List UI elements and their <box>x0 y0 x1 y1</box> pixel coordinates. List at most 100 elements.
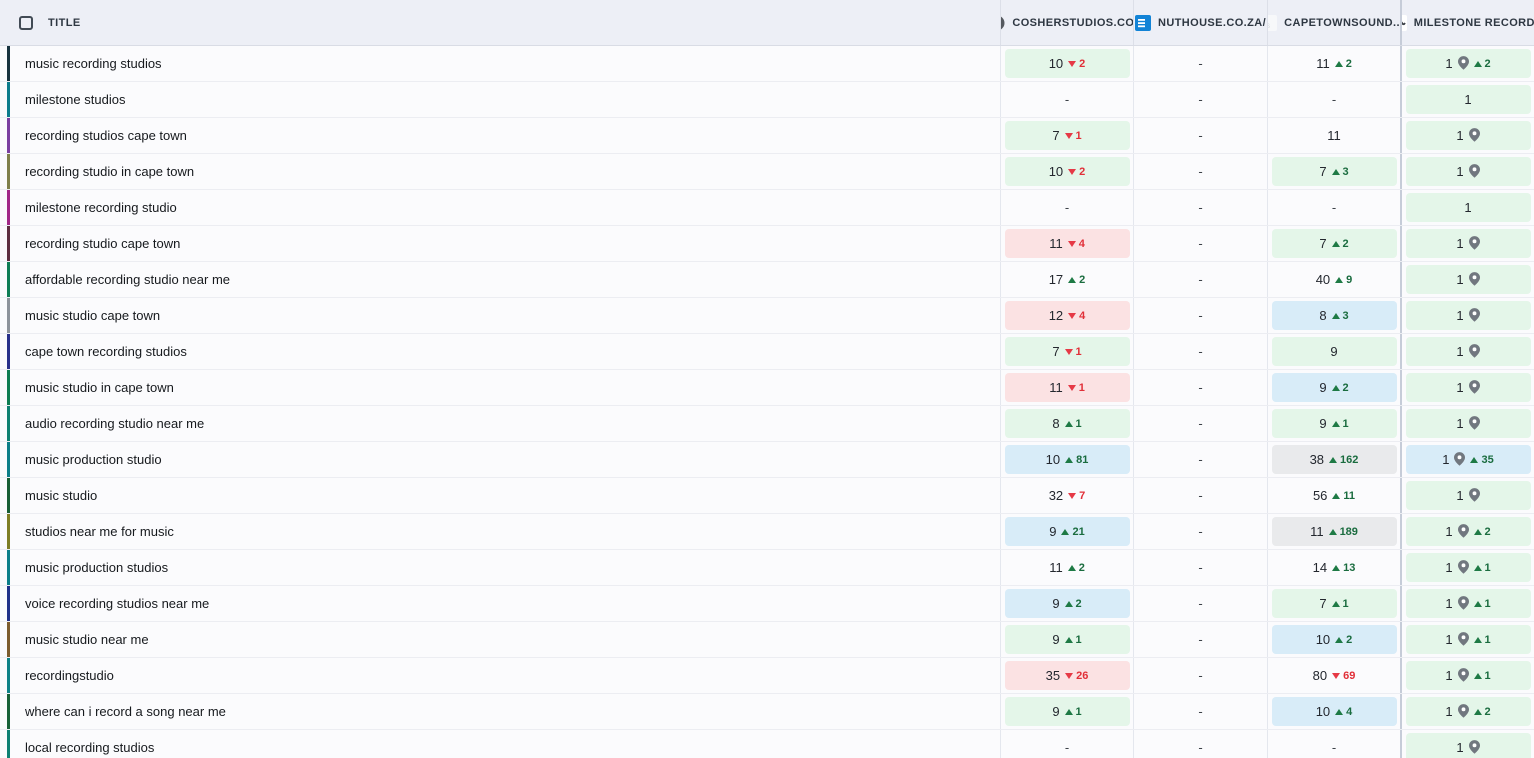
keyword-cell[interactable]: music studio near me <box>0 622 1000 657</box>
rank-cell[interactable]: 10 2 <box>1000 46 1133 81</box>
rank-badge[interactable]: 40 9 <box>1272 265 1397 294</box>
keyword-cell[interactable]: music studio cape town <box>0 298 1000 333</box>
rank-badge[interactable]: 10 81 <box>1004 445 1130 474</box>
rank-cell[interactable]: 1 35 <box>1400 442 1534 477</box>
rank-cell[interactable]: - <box>1133 550 1267 585</box>
rank-badge[interactable]: 32 7 <box>1005 481 1130 510</box>
rank-cell[interactable]: - <box>1133 82 1267 117</box>
rank-cell[interactable]: 1 <box>1400 730 1534 758</box>
keyword-cell[interactable]: music production studio <box>0 442 1000 477</box>
rank-cell[interactable]: - <box>1133 46 1267 81</box>
table-row[interactable]: recording studio cape town 11 4-7 2 1 <box>0 226 1534 262</box>
rank-badge[interactable]: 10 4 <box>1271 697 1397 726</box>
rank-cell[interactable]: - <box>1000 730 1133 758</box>
rank-cell[interactable]: 1 <box>1400 478 1534 513</box>
rank-cell[interactable]: - <box>1133 406 1267 441</box>
rank-badge[interactable]: 1 <box>1405 157 1531 186</box>
table-row[interactable]: music studio 32 7-56 11 1 <box>0 478 1534 514</box>
rank-cell[interactable]: - <box>1133 154 1267 189</box>
rank-cell[interactable]: 1 <box>1400 370 1534 405</box>
rank-badge[interactable]: 10 2 <box>1004 157 1130 186</box>
keyword-cell[interactable]: voice recording studios near me <box>0 586 1000 621</box>
keyword-cell[interactable]: studios near me for music <box>0 514 1000 549</box>
rank-cell[interactable]: - <box>1133 514 1267 549</box>
rank-cell[interactable]: - <box>1133 190 1267 225</box>
table-row[interactable]: local recording studios - - - 1 <box>0 730 1534 758</box>
rank-badge[interactable]: 9 21 <box>1004 517 1130 546</box>
rank-cell[interactable]: 38 162 <box>1267 442 1400 477</box>
rank-cell[interactable]: 9 <box>1267 334 1400 369</box>
rank-badge[interactable]: 11 <box>1272 121 1397 150</box>
keyword-cell[interactable]: where can i record a song near me <box>0 694 1000 729</box>
rank-cell[interactable]: 14 13 <box>1267 550 1400 585</box>
table-row[interactable]: cape town recording studios 7 1-9 1 <box>0 334 1534 370</box>
keyword-cell[interactable]: recording studios cape town <box>0 118 1000 153</box>
rank-badge[interactable]: 1 <box>1405 85 1531 114</box>
rank-badge[interactable]: 11 1 <box>1004 373 1130 402</box>
rank-badge[interactable]: 1 <box>1405 733 1531 758</box>
rank-cell[interactable]: - <box>1133 478 1267 513</box>
keyword-cell[interactable]: music recording studios <box>0 46 1000 81</box>
table-row[interactable]: recording studio in cape town 10 2-7 3 1 <box>0 154 1534 190</box>
rank-badge[interactable]: 17 2 <box>1005 265 1130 294</box>
rank-cell[interactable]: 1 <box>1400 190 1534 225</box>
rank-cell[interactable]: 40 9 <box>1267 262 1400 297</box>
rank-cell[interactable]: 11 189 <box>1267 514 1400 549</box>
rank-cell[interactable]: 32 7 <box>1000 478 1133 513</box>
column-header-milestone[interactable]: MILESTONE RECORD... <box>1400 0 1534 45</box>
rank-badge[interactable]: 1 <box>1405 121 1531 150</box>
rank-cell[interactable]: 1 <box>1400 82 1534 117</box>
rank-badge[interactable]: 1 <box>1405 193 1531 222</box>
rank-cell[interactable]: - <box>1267 82 1400 117</box>
rank-cell[interactable]: 1 <box>1400 298 1534 333</box>
rank-cell[interactable]: - <box>1133 262 1267 297</box>
table-row[interactable]: music studio near me 9 1-10 2 1 1 <box>0 622 1534 658</box>
table-row[interactable]: music production studio 10 81 - 38 162 1 35 <box>0 442 1534 478</box>
rank-badge[interactable]: 1 35 <box>1405 445 1531 474</box>
select-all-checkbox[interactable] <box>19 15 33 30</box>
rank-cell[interactable]: 9 21 <box>1000 514 1133 549</box>
rank-cell[interactable]: - <box>1133 118 1267 153</box>
keyword-cell[interactable]: music production studios <box>0 550 1000 585</box>
rank-cell[interactable]: 80 69 <box>1267 658 1400 693</box>
rank-badge[interactable]: 1 <box>1405 301 1531 330</box>
rank-cell[interactable]: - <box>1133 370 1267 405</box>
keyword-cell[interactable]: music studio <box>0 478 1000 513</box>
rank-badge[interactable]: 1 <box>1405 481 1531 510</box>
rank-cell[interactable]: 11 1 <box>1000 370 1133 405</box>
rank-cell[interactable]: 1 <box>1400 118 1534 153</box>
table-row[interactable]: music studio cape town 12 4-8 3 1 <box>0 298 1534 334</box>
rank-cell[interactable]: - <box>1133 730 1267 758</box>
rank-badge[interactable]: 14 13 <box>1272 553 1397 582</box>
keyword-cell[interactable]: local recording studios <box>0 730 1000 758</box>
rank-cell[interactable]: 10 81 <box>1000 442 1133 477</box>
rank-cell[interactable]: 10 4 <box>1267 694 1400 729</box>
rank-cell[interactable]: - <box>1133 442 1267 477</box>
rank-badge[interactable]: 38 162 <box>1271 445 1397 474</box>
rank-cell[interactable]: 1 <box>1400 334 1534 369</box>
table-row[interactable]: recordingstudio 35 26-80 69 1 1 <box>0 658 1534 694</box>
rank-cell[interactable]: 10 2 <box>1000 154 1133 189</box>
rank-cell[interactable]: - <box>1267 190 1400 225</box>
column-header-nuthouse[interactable]: NUTHOUSE.CO.ZA/ <box>1133 0 1267 45</box>
